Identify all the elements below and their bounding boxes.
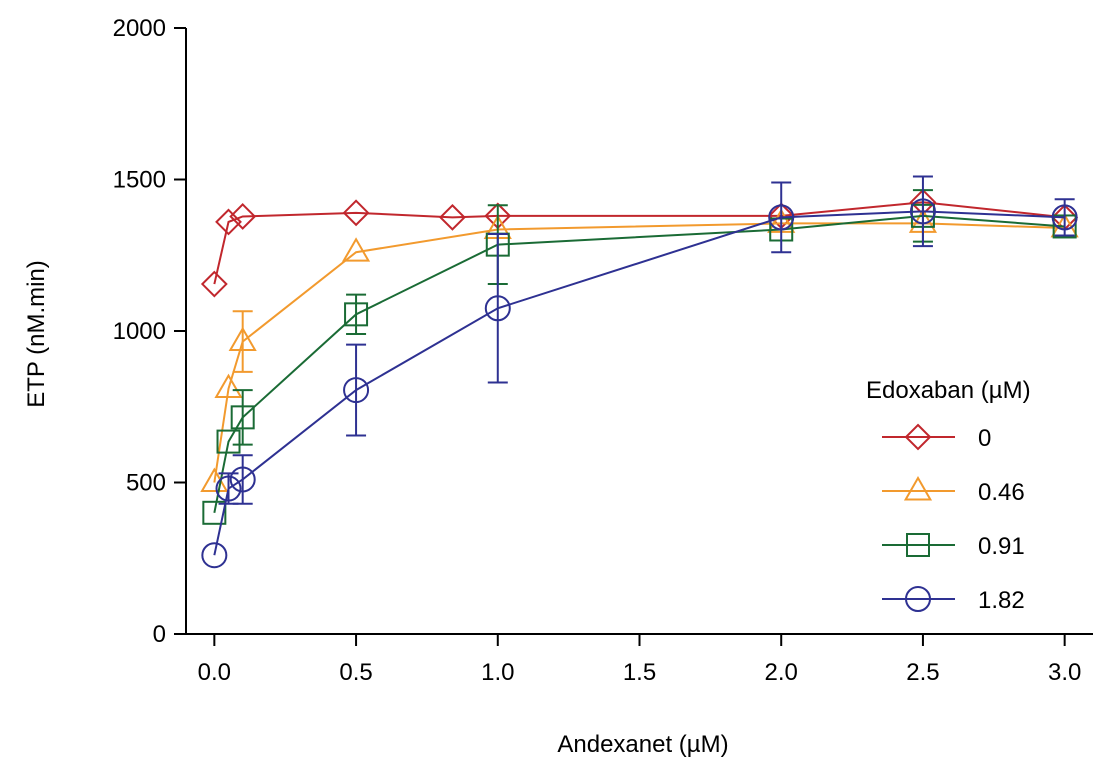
data-point — [201, 542, 228, 569]
series-1 — [200, 188, 1079, 298]
y-tick-label: 500 — [126, 470, 166, 497]
series-line — [213, 201, 1065, 285]
y-tick-label: 1500 — [113, 167, 166, 194]
series-line — [213, 210, 1065, 556]
legend-title: Edoxaban (µM) — [866, 377, 1031, 404]
data-point — [216, 429, 241, 454]
data-point — [342, 199, 370, 227]
x-tick-label: 0.0 — [198, 659, 231, 686]
series-3 — [202, 189, 1077, 525]
data-point — [341, 237, 371, 262]
y-tick-label: 2000 — [113, 15, 166, 42]
data-point — [200, 270, 228, 298]
series-2 — [200, 208, 1079, 492]
legend-label: 1.82 — [978, 587, 1025, 614]
legend-label: 0.91 — [978, 533, 1025, 560]
series-line — [213, 214, 1065, 513]
x-tick-label: 2.5 — [906, 659, 939, 686]
legend-item: 0.91 — [882, 533, 1025, 560]
legend-label: 0 — [978, 425, 991, 452]
data-point — [439, 203, 466, 231]
legend-marker — [904, 423, 932, 451]
data-point — [214, 373, 243, 399]
data-point — [343, 377, 370, 404]
data-point — [230, 405, 255, 430]
legend: Edoxaban (µM) 0 0.46 0.91 1.82 — [866, 377, 1031, 614]
data-point — [228, 326, 257, 352]
data-point — [229, 466, 256, 493]
x-tick-label: 3.0 — [1048, 659, 1081, 686]
axes: 0 500 1000 1500 2000 0.0 0.5 1.0 1.5 2.0 2.5 3.0 — [113, 15, 1093, 686]
x-tick-label: 2.0 — [765, 659, 798, 686]
legend-label: 0.46 — [978, 479, 1025, 506]
series-layer — [200, 175, 1079, 569]
data-point — [229, 203, 257, 230]
legend-item: 0.46 — [882, 475, 1025, 506]
data-point — [344, 302, 369, 327]
data-point — [909, 198, 936, 225]
x-axis-title: Andexanet (µM) — [557, 731, 728, 758]
series-4 — [201, 175, 1078, 569]
legend-marker — [905, 586, 931, 612]
x-tick-label: 0.5 — [339, 659, 372, 686]
legend-marker — [903, 475, 933, 501]
x-tick-label: 1.5 — [623, 659, 656, 686]
y-axis-title: ETP (nM.min) — [23, 260, 50, 408]
y-tick-label: 1000 — [113, 318, 166, 345]
data-point — [202, 500, 227, 525]
legend-item: 1.82 — [882, 586, 1025, 614]
data-point — [215, 475, 242, 502]
legend-item: 0 — [882, 423, 991, 452]
x-tick-label: 1.0 — [481, 659, 514, 686]
data-point — [768, 204, 795, 231]
data-point — [484, 295, 511, 322]
data-point — [215, 208, 242, 236]
legend-marker — [906, 533, 930, 557]
y-tick-label: 0 — [153, 621, 166, 648]
data-point — [1051, 204, 1078, 231]
